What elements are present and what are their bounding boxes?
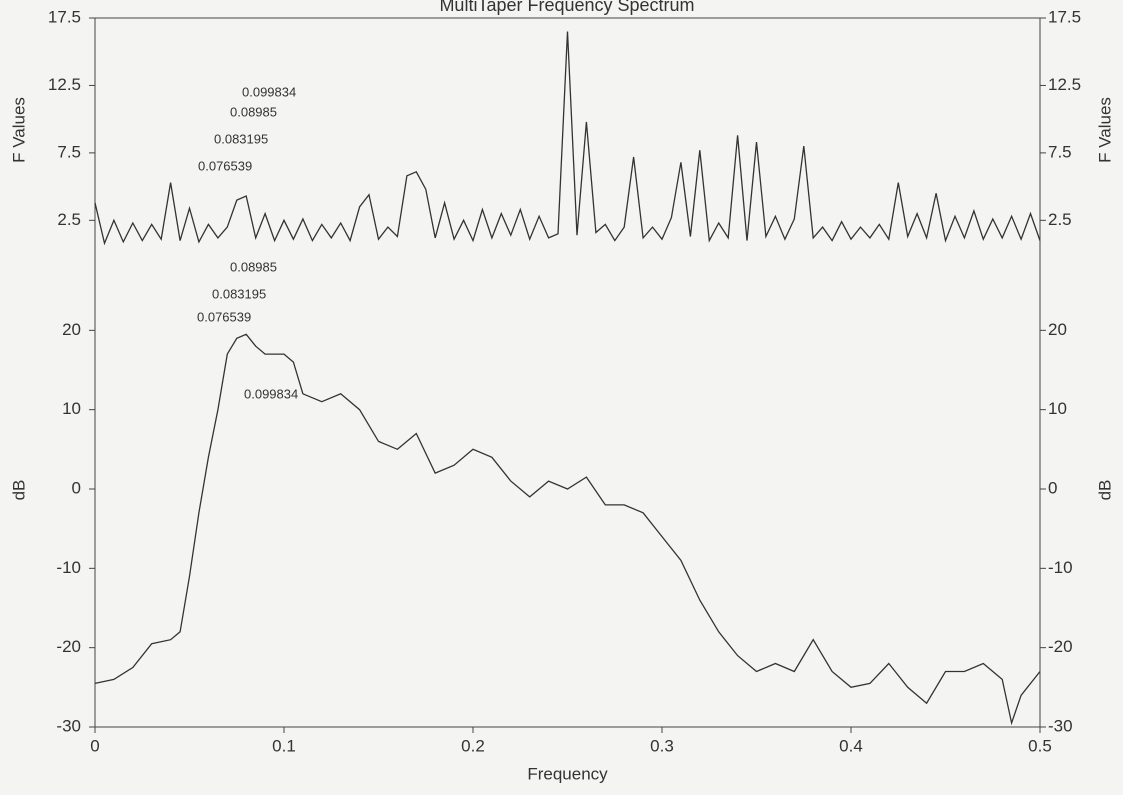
y-tick-label-right: 7.5 <box>1048 142 1072 161</box>
y-tick-label: 12.5 <box>48 75 81 94</box>
y-tick-label-right: 17.5 <box>1048 7 1081 26</box>
x-tick-label: 0.4 <box>839 736 863 755</box>
y-tick-label: 17.5 <box>48 7 81 26</box>
annotation: 0.08985 <box>230 104 277 119</box>
y-tick-label-right: -20 <box>1048 637 1073 656</box>
y-tick-label-right: -30 <box>1048 716 1073 735</box>
y-tick-label: -20 <box>56 637 81 656</box>
annotation: 0.099834 <box>242 84 296 99</box>
y-tick-label: -10 <box>56 558 81 577</box>
annotation: 0.076539 <box>198 158 252 173</box>
y-tick-label: 0 <box>72 478 81 497</box>
annotation: 0.08985 <box>230 259 277 274</box>
y-tick-label-right: 12.5 <box>1048 75 1081 94</box>
annotation: 0.099834 <box>244 386 298 401</box>
y-tick-label: 20 <box>62 320 81 339</box>
data-line <box>94 31 1041 246</box>
x-tick-label: 0 <box>90 736 99 755</box>
x-tick-label: 0.2 <box>461 736 485 755</box>
y-tick-label-right: 20 <box>1048 320 1067 339</box>
y-tick-label: 10 <box>62 399 81 418</box>
y-axis-label: F Values <box>9 97 28 163</box>
data-line <box>94 333 1041 726</box>
x-tick-label: 0.3 <box>650 736 674 755</box>
y-tick-label-right: 10 <box>1048 399 1067 418</box>
y-axis-label: dB <box>9 480 28 501</box>
annotation: 0.083195 <box>212 286 266 301</box>
chart-title: MultiTaper Frequency Spectrum <box>439 0 694 15</box>
y-tick-label: 7.5 <box>57 142 81 161</box>
x-tick-label: 0.1 <box>272 736 296 755</box>
y-axis-label-right: dB <box>1095 480 1114 501</box>
plot-frame <box>94 17 1041 728</box>
y-tick-label-right: -10 <box>1048 558 1073 577</box>
y-tick-label-right: 0 <box>1048 478 1057 497</box>
y-tick-label-right: 2.5 <box>1048 210 1072 229</box>
y-tick-label: -30 <box>56 716 81 735</box>
y-axis-label-right: F Values <box>1095 97 1114 163</box>
y-tick-label: 2.5 <box>57 210 81 229</box>
annotation: 0.083195 <box>214 131 268 146</box>
x-axis-label: Frequency <box>527 764 608 783</box>
x-tick-label: 0.5 <box>1028 736 1052 755</box>
annotation: 0.076539 <box>197 309 251 324</box>
